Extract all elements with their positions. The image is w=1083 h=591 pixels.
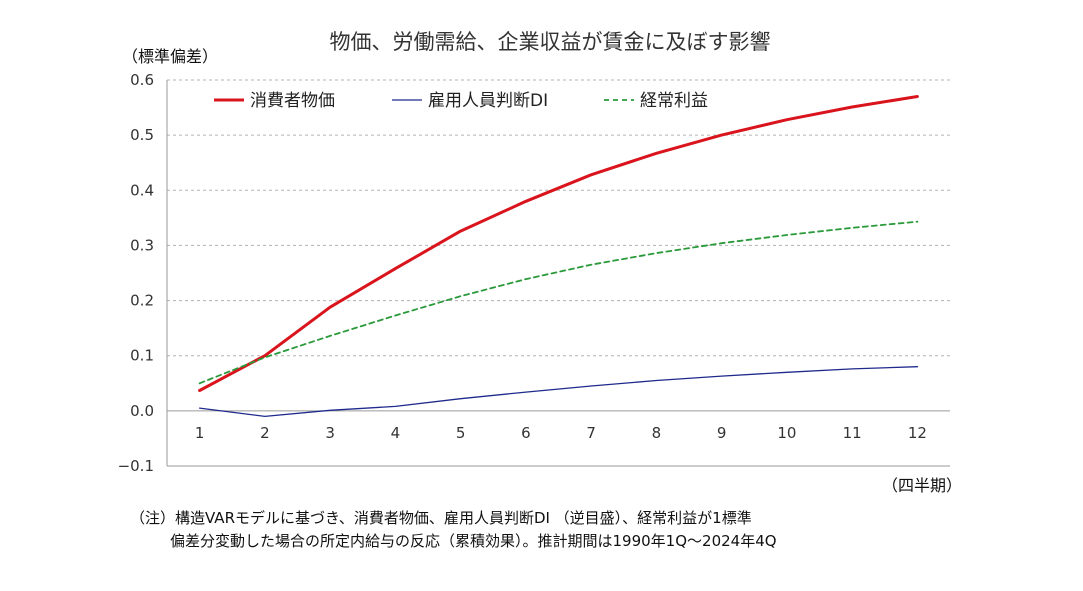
- x-tick-label: 12: [908, 424, 927, 442]
- x-tick-labels: 1 2 3 4 5 6 7 8 9 10 11 12: [195, 424, 927, 442]
- x-tick-label: 4: [391, 424, 401, 442]
- y-tick-labels: −0.1 0.0 0.1 0.2 0.3 0.4 0.5 0.6: [118, 71, 154, 475]
- legend-label: 雇用人員判断DI: [428, 91, 548, 111]
- y-tick-label: 0.6: [130, 71, 154, 89]
- x-tick-label: 11: [843, 424, 862, 442]
- x-tick-label: 9: [717, 424, 727, 442]
- x-tick-label: 8: [652, 424, 662, 442]
- y-tick-label: 0.5: [130, 126, 154, 144]
- grid-lines: [167, 80, 950, 356]
- y-tick-label: 0.1: [130, 347, 154, 365]
- x-tick-label: 6: [521, 424, 531, 442]
- series-line-2: [200, 367, 918, 417]
- series-line-3: [200, 222, 918, 384]
- note-line-1: （注）構造VARモデルに基づき、消費者物価、雇用人員判断DI （逆目盛）、経常利…: [130, 508, 752, 528]
- y-tick-label: 0.3: [130, 236, 154, 254]
- axes: [167, 80, 950, 466]
- series-lines: [200, 97, 918, 417]
- y-tick-label: 0.2: [130, 292, 154, 310]
- y-tick-label: 0.4: [130, 181, 154, 199]
- chart-title: 物価、労働需給、企業収益が賃金に及ぼす影響: [330, 30, 771, 54]
- legend-label: 消費者物価: [250, 91, 335, 111]
- note-line-2: 偏差分変動した場合の所定内給与の反応（累積効果）。推計期間は1990年1Q～20…: [130, 531, 777, 551]
- x-tick-label: 10: [777, 424, 796, 442]
- x-tick-label: 5: [456, 424, 466, 442]
- x-axis-unit-label: （四半期）: [882, 476, 962, 495]
- x-tick-label: 2: [260, 424, 270, 442]
- x-tick-label: 3: [325, 424, 335, 442]
- y-tick-label: 0.0: [130, 402, 154, 420]
- x-tick-label: 7: [586, 424, 596, 442]
- legend-label: 経常利益: [640, 91, 708, 111]
- x-tick-label: 1: [195, 424, 205, 442]
- y-axis-unit-label: （標準偏差）: [122, 47, 218, 66]
- series-line-1: [200, 97, 918, 391]
- y-tick-label: −0.1: [118, 457, 154, 475]
- legend: 消費者物価 雇用人員判断DI 経常利益: [214, 91, 708, 111]
